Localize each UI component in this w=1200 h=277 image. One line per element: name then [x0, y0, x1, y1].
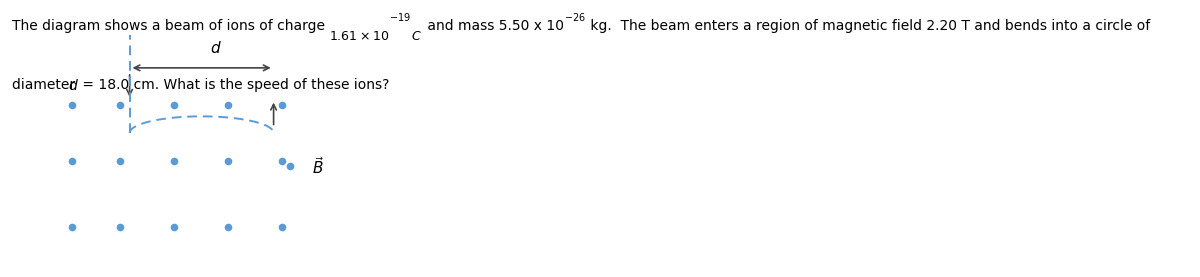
- Text: $\vec{B}$: $\vec{B}$: [312, 156, 324, 177]
- Text: kg.  The beam enters a region of magnetic field 2.20 T and bends into a circle o: kg. The beam enters a region of magnetic…: [586, 19, 1150, 34]
- Text: $C$: $C$: [410, 30, 421, 43]
- Text: = 18.0 cm. What is the speed of these ions?: = 18.0 cm. What is the speed of these io…: [78, 78, 389, 92]
- Text: diameter: diameter: [12, 78, 79, 92]
- Text: $d$: $d$: [68, 78, 79, 93]
- Text: $d$: $d$: [210, 40, 222, 57]
- Text: $1.61\times10$: $1.61\times10$: [329, 30, 390, 43]
- Text: $-26$: $-26$: [564, 11, 586, 23]
- Text: and mass 5.50 x 10: and mass 5.50 x 10: [422, 19, 564, 34]
- Text: The diagram shows a beam of ions of charge: The diagram shows a beam of ions of char…: [12, 19, 329, 34]
- Text: $-19$: $-19$: [389, 11, 412, 23]
